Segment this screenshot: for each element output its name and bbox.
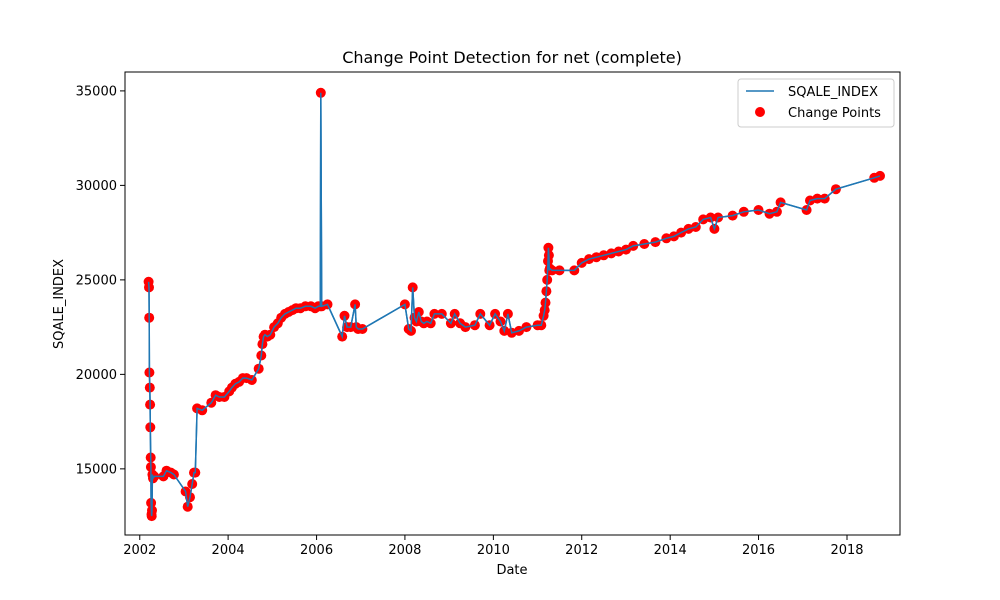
x-tick-label: 2002 xyxy=(123,543,156,558)
x-axis-label: Date xyxy=(496,563,527,578)
legend-box xyxy=(737,78,895,128)
y-tick-label: 20000 xyxy=(76,368,117,383)
x-tick-label: 2008 xyxy=(388,543,421,558)
y-axis-label: SQALE_INDEX xyxy=(52,259,67,349)
plot-area xyxy=(143,87,885,522)
x-tick-label: 2010 xyxy=(477,543,510,558)
legend-point-swatch xyxy=(755,107,765,117)
legend: SQALE_INDEX Change Points xyxy=(737,78,895,128)
y-axis: 15000 20000 25000 30000 35000 xyxy=(76,84,125,477)
x-tick-label: 2012 xyxy=(565,543,598,558)
legend-entry-sqale-index: SQALE_INDEX xyxy=(788,85,878,100)
y-tick-label: 25000 xyxy=(76,273,117,288)
legend-entry-change-points: Change Points xyxy=(788,106,881,121)
x-tick-label: 2018 xyxy=(830,543,863,558)
series-line-overlay xyxy=(147,92,881,517)
y-tick-label: 30000 xyxy=(76,179,117,194)
x-tick-label: 2014 xyxy=(654,543,687,558)
x-tick-label: 2004 xyxy=(212,543,245,558)
series-line xyxy=(147,92,881,517)
chart-title: Change Point Detection for net (complete… xyxy=(342,48,682,67)
x-tick-label: 2016 xyxy=(742,543,775,558)
axes-frame xyxy=(124,71,901,536)
y-tick-label: 35000 xyxy=(76,84,117,99)
x-axis: 2002 2004 2006 2008 2010 2012 2014 2016 2018 xyxy=(123,535,864,558)
x-tick-label: 2006 xyxy=(300,543,333,558)
y-tick-label: 15000 xyxy=(76,462,117,477)
